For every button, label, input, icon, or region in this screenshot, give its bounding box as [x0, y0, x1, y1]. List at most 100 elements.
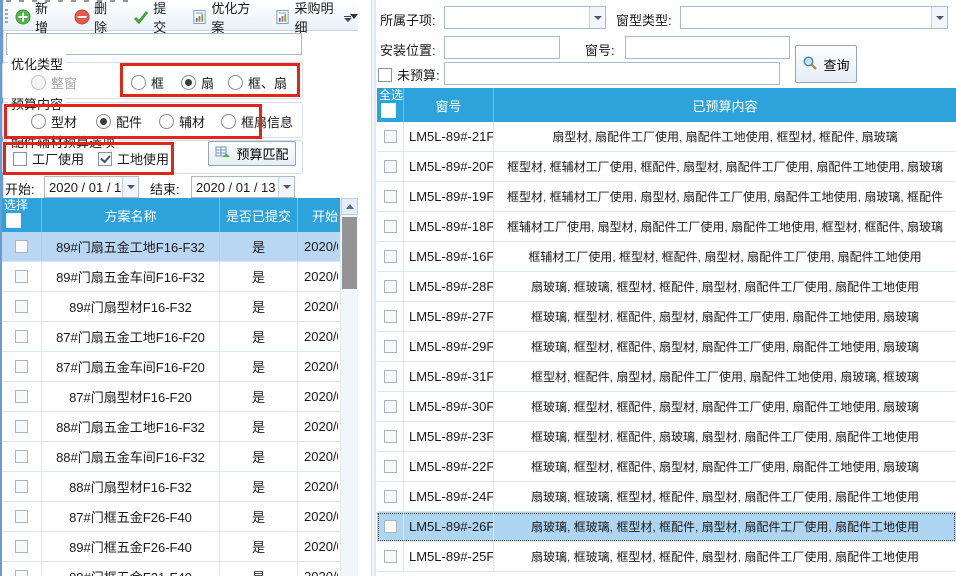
row-checkbox[interactable] [383, 280, 397, 293]
delete-button[interactable]: 删除 [74, 0, 118, 36]
budget-table-row[interactable]: LM5L-89#-21F19 扇型材, 扇配件工厂使用, 扇配件工地使用, 框型… [377, 122, 956, 152]
end-date-dropdown-button[interactable] [278, 177, 294, 197]
row-select-cell[interactable] [377, 422, 404, 451]
row-checkbox[interactable] [383, 220, 397, 233]
budget-table-row[interactable]: LM5L-89#-26F24 扇玻璃, 框玻璃, 框型材, 框配件, 扇型材, … [377, 512, 956, 542]
install-position-input[interactable] [444, 36, 560, 59]
row-select-cell[interactable] [377, 272, 404, 301]
plan-table-row[interactable]: 87#门扇五金工地F16-F20 是 2020/0 [2, 322, 358, 352]
row-checkbox[interactable] [15, 480, 28, 493]
row-select-cell[interactable] [2, 502, 42, 531]
row-select-cell[interactable] [377, 242, 404, 271]
radio-frame-sash-info[interactable]: 框扇信息 [221, 112, 293, 131]
budget-table-row[interactable]: LM5L-89#-19F17 框型材, 框辅材工厂使用, 扇型材, 扇配件工厂使… [377, 182, 956, 212]
row-checkbox[interactable] [15, 330, 28, 343]
radio-frame-sash[interactable]: 框、扇 [228, 73, 287, 92]
checkbox-factory-use[interactable]: 工厂使用 [13, 149, 84, 168]
row-checkbox[interactable] [15, 390, 28, 403]
row-checkbox[interactable] [15, 300, 28, 313]
purchase-detail-button[interactable]: 采购明细 [275, 0, 358, 36]
row-select-cell[interactable] [377, 302, 404, 331]
row-select-cell[interactable] [377, 332, 404, 361]
row-select-cell[interactable] [2, 472, 42, 501]
plan-submitted-header[interactable]: 是否已提交 [220, 198, 298, 232]
budget-table-row[interactable]: LM5L-89#-30F28 框玻璃, 框型材, 框配件, 扇型材, 扇配件工厂… [377, 392, 956, 422]
radio-sash[interactable]: 扇 [181, 73, 214, 92]
budget-table-row[interactable]: LM5L-89#-29F27 框玻璃, 框型材, 框配件, 扇型材, 扇配件工厂… [377, 332, 956, 362]
budget-table-row[interactable]: LM5L-89#-18F16 框辅材工厂使用, 扇型材, 扇配件工厂使用, 扇配… [377, 212, 956, 242]
row-select-cell[interactable] [377, 122, 404, 151]
budget-match-button[interactable]: 预算匹配 [208, 141, 296, 166]
checkbox-no-budget[interactable]: 未预算: [378, 65, 440, 84]
row-select-cell[interactable] [377, 392, 404, 421]
select-all-checkbox[interactable] [6, 213, 21, 228]
row-checkbox[interactable] [15, 360, 28, 373]
plan-table-row[interactable]: 88#门扇五金车间F16-F32 是 2020/0 [2, 442, 358, 472]
plan-table-row[interactable]: 88#门框五金F21-F40 是 2020/0 [2, 562, 358, 576]
row-checkbox[interactable] [383, 130, 397, 143]
row-select-cell[interactable] [377, 482, 404, 511]
row-checkbox[interactable] [383, 550, 397, 563]
window-no-input[interactable] [625, 36, 790, 59]
plan-table-row[interactable]: 87#门扇型材F16-F20 是 2020/0 [2, 382, 358, 412]
radio-auxiliary[interactable]: 辅材 [159, 112, 205, 131]
row-checkbox[interactable] [15, 570, 28, 576]
budget-table-row[interactable]: LM5L-89#-31F29 框型材, 框配件, 扇型材, 扇配件工厂使用, 扇… [377, 362, 956, 392]
submit-button[interactable]: 提交 [133, 0, 177, 36]
sub-item-dropdown-button[interactable] [589, 7, 605, 28]
plan-table-row[interactable]: 89#门扇五金车间F16-F32 是 2020/0 [2, 262, 358, 292]
row-select-cell[interactable] [377, 212, 404, 241]
row-select-cell[interactable] [2, 262, 42, 291]
row-select-cell[interactable] [2, 442, 42, 471]
budget-window-no-header[interactable]: 窗号 [404, 88, 494, 122]
row-checkbox[interactable] [383, 460, 397, 473]
plan-table-row[interactable]: 89#门框五金F26-F40 是 2020/0 [2, 532, 358, 562]
row-select-cell[interactable] [2, 382, 42, 411]
budget-table-row[interactable]: LM5L-89#-24F22 扇玻璃, 框玻璃, 框型材, 框配件, 扇型材, … [377, 482, 956, 512]
row-select-cell[interactable] [377, 452, 404, 481]
plan-table-row[interactable]: 88#门扇五金工地F16-F32 是 2020/0 [2, 412, 358, 442]
plan-start-header[interactable]: 开始 [312, 208, 338, 224]
row-select-cell[interactable] [377, 512, 404, 541]
row-checkbox[interactable] [383, 160, 397, 173]
row-checkbox[interactable] [383, 400, 397, 413]
row-select-cell[interactable] [377, 152, 404, 181]
row-checkbox[interactable] [383, 250, 397, 263]
row-select-cell[interactable] [2, 292, 42, 321]
plan-table-row[interactable]: 87#门扇五金车间F16-F20 是 2020/0 [2, 352, 358, 382]
budget-table-row[interactable]: LM5L-89#-20F18 框型材, 框辅材工厂使用, 框配件, 扇型材, 扇… [377, 152, 956, 182]
row-select-cell[interactable] [2, 532, 42, 561]
budget-table-row[interactable]: LM5L-89#-27F25 框玻璃, 框型材, 框配件, 扇型材, 扇配件工厂… [377, 302, 956, 332]
row-select-cell[interactable] [2, 562, 42, 576]
end-date-picker[interactable]: 2020 / 01 / 13 [191, 176, 295, 198]
start-date-picker[interactable]: 2020 / 01 / 1 [44, 176, 139, 198]
budget-table-row[interactable]: LM5L-89#-23F21 框玻璃, 框型材, 框配件, 扇玻璃, 扇型材, … [377, 422, 956, 452]
radio-accessory[interactable]: 配件 [96, 112, 142, 131]
select-all-checkbox[interactable] [381, 103, 396, 118]
row-select-cell[interactable] [377, 362, 404, 391]
start-date-dropdown-button[interactable] [122, 177, 138, 197]
scroll-up-button[interactable] [341, 198, 358, 215]
window-type-dropdown-button[interactable] [931, 7, 947, 28]
plan-table-scrollbar[interactable] [340, 198, 358, 576]
row-select-cell[interactable] [2, 352, 42, 381]
plan-name-header[interactable]: 方案名称 [42, 198, 220, 232]
budget-table-row[interactable]: LM5L-89#-16F15 框辅材工厂使用, 框型材, 框配件, 扇型材, 扇… [377, 242, 956, 272]
optimize-plan-button[interactable]: 优化方案 [192, 0, 260, 36]
query-button[interactable]: 查询 [795, 45, 857, 83]
radio-frame[interactable]: 框 [131, 73, 164, 92]
row-select-cell[interactable] [377, 182, 404, 211]
budget-table-row[interactable]: LM5L-89#-22F20 框玻璃, 框型材, 框配件, 扇型材, 扇配件工厂… [377, 452, 956, 482]
add-button[interactable]: 新增 [15, 0, 59, 36]
plan-search-input[interactable] [6, 33, 302, 55]
radio-profile[interactable]: 型材 [31, 112, 77, 131]
sub-item-combobox[interactable] [444, 6, 606, 29]
budget-content-header[interactable]: 已预算内容 [692, 98, 758, 114]
checkbox-site-use[interactable]: 工地使用 [98, 149, 169, 168]
row-checkbox[interactable] [15, 270, 28, 283]
budget-table-row[interactable]: LM5L-89#-25F23 扇玻璃, 框玻璃, 框型材, 框配件, 扇型材, … [377, 542, 956, 572]
chevron-down-icon[interactable] [349, 14, 358, 19]
row-checkbox[interactable] [15, 240, 28, 253]
row-select-cell[interactable] [377, 542, 404, 571]
row-select-cell[interactable] [2, 322, 42, 351]
